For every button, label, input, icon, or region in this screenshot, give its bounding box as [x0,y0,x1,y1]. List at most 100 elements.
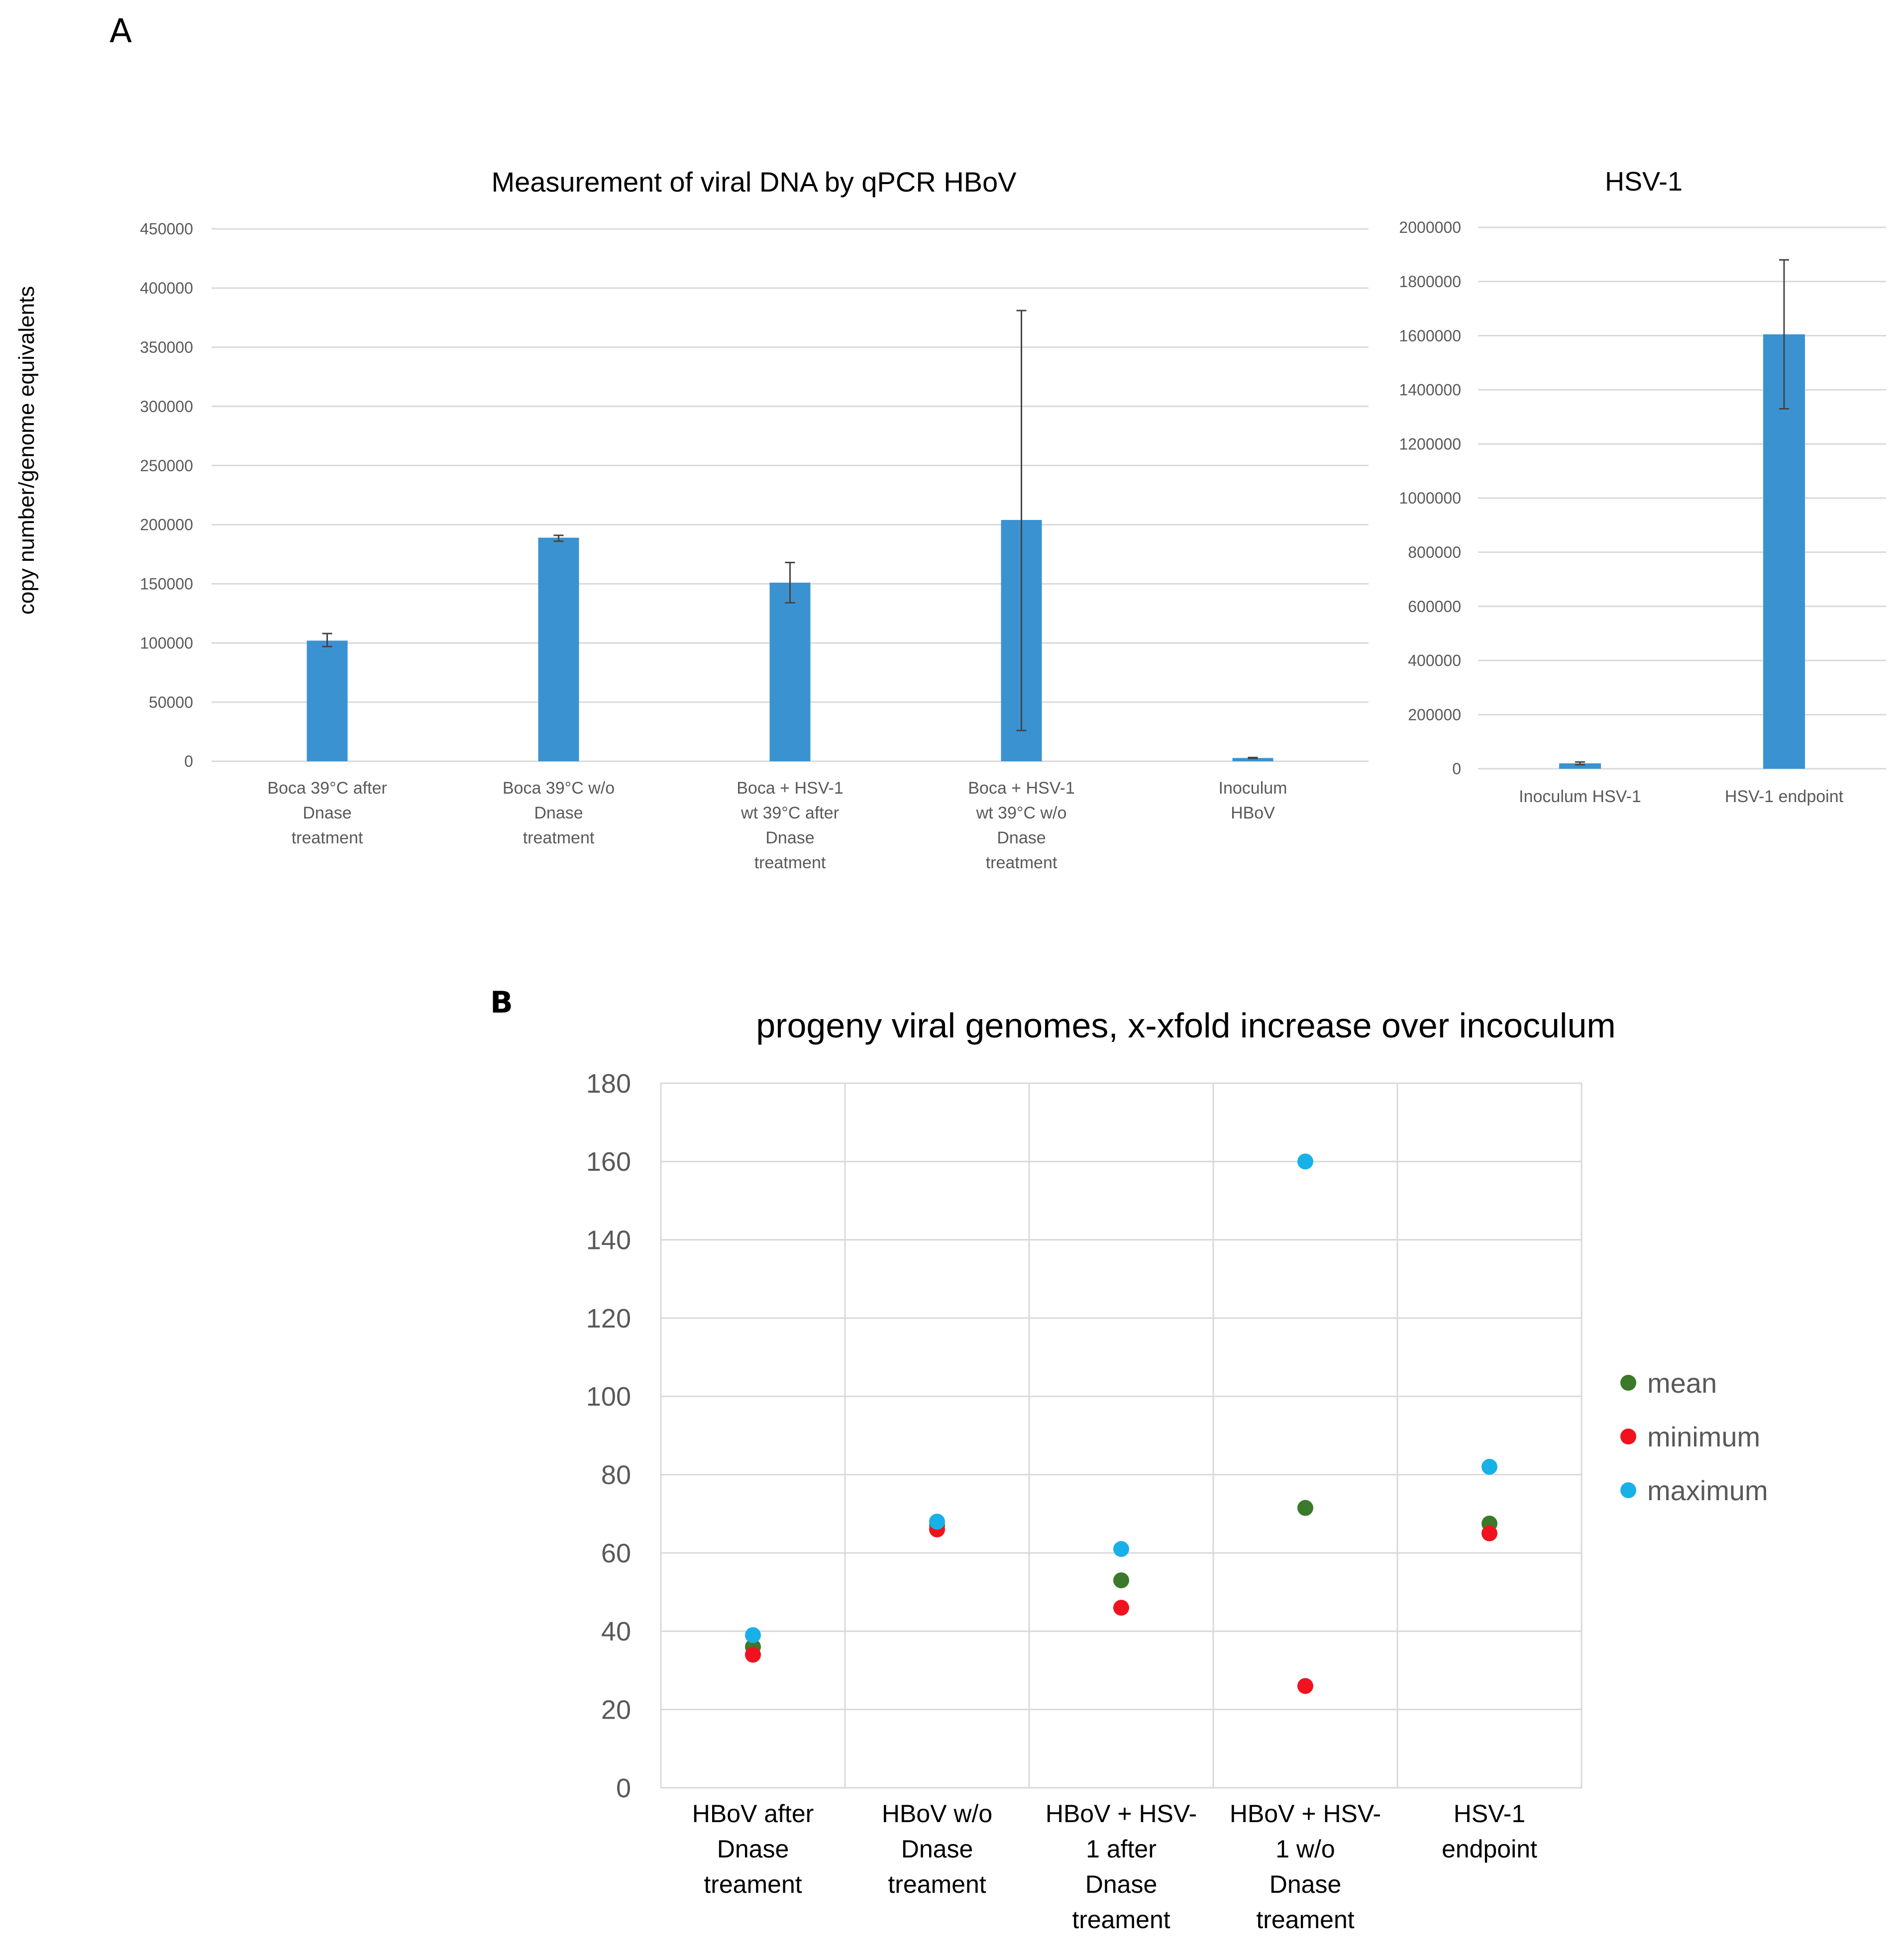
legend-label-minimum: minimum [1647,1421,1760,1452]
hbov-category-label: Boca + HSV-1 wt 39°C w/o Dnase treatment [968,779,1075,872]
fold-category-label: HBoV + HSV- 1 after Dnase treament [1046,1800,1197,1934]
hsv-bar-chart: HSV-1 0 200000 400000 600000 800000 1000000 12… [1399,167,1886,806]
fold-y-tick-label: 180 [586,1069,631,1099]
fold-point-maximum [1113,1541,1129,1557]
fold-point-minimum [1481,1525,1497,1541]
hbov-bar [307,640,348,761]
hsv-y-tick-label: 400000 [1408,652,1461,670]
hsv-y-tick-label: 800000 [1408,543,1461,561]
hbov-y-tick-label: 200000 [140,516,193,534]
fold-y-tick-label: 0 [616,1773,631,1803]
hsv-category-label-line: HSV-1 endpoint [1725,787,1844,806]
fold-category-label: HSV-1 endpoint [1442,1800,1537,1863]
hsv-category-label: Inoculum HSV-1 [1519,787,1641,806]
hbov-category-label-line: Boca + HSV-1 [968,779,1075,798]
hsv-y-tick-label: 2000000 [1399,218,1461,236]
legend-marker-maximum [1620,1482,1636,1498]
hbov-category-label-line: treatment [986,853,1058,872]
fold-y-tick-label: 120 [586,1304,631,1334]
fold-category-label-line: treament [1256,1906,1354,1934]
hbov-category-label: Inoculum HBoV [1219,779,1287,822]
fold-category-label-line: Dnase [1269,1870,1342,1898]
hbov-category-label-line: Boca + HSV-1 [737,779,844,798]
hbov-category-label: Boca + HSV-1 wt 39°C after Dnase treatment [737,779,844,872]
fold-category-label-line: Dnase [1085,1870,1158,1898]
legend-marker-minimum [1620,1429,1636,1444]
fold-point-minimum [1113,1600,1129,1616]
hbov-y-tick-label: 250000 [140,457,193,475]
fold-scatter-chart: progeny viral genomes, x-xfold increase … [586,1006,1768,1934]
fold-point-maximum [745,1627,761,1643]
fold-y-tick-label: 160 [586,1147,631,1177]
fold-category-label: HBoV w/o Dnase treament [882,1800,992,1898]
fold-category-label-line: HSV-1 [1454,1800,1526,1828]
hbov-category-label-line: treatment [292,828,363,847]
fold-category-label-line: HBoV + HSV- [1230,1800,1381,1828]
hbov-category-label-line: treatment [754,853,826,872]
hsv-y-tick-label: 200000 [1408,706,1461,723]
hbov-category-label-line: HBoV [1231,804,1275,822]
panel-b-label: B [490,985,513,1020]
hsv-y-tick-label: 1600000 [1399,327,1461,345]
hbov-y-tick-label: 450000 [140,220,193,238]
hbov-category-label-line: Dnase [997,828,1046,847]
fold-category-label-line: Dnase [901,1835,973,1863]
hsv-y-tick-label: 1800000 [1399,273,1461,291]
fold-legend: mean minimum maximum [1620,1367,1768,1506]
hbov-y-tick-label: 400000 [140,279,193,297]
hbov-y-tick-label: 100000 [140,634,193,652]
hsv-chart-title: HSV-1 [1605,167,1683,197]
hbov-category-label: Boca 39°C after Dnase treatment [267,779,387,847]
hsv-category-label: HSV-1 endpoint [1725,787,1844,806]
fold-category-label-line: 1 w/o [1275,1835,1335,1863]
hbov-bar [769,582,811,761]
hbov-chart-title: Measurement of viral DNA by qPCR HBoV [491,166,1017,198]
fold-y-tick-label: 140 [586,1226,631,1255]
fold-point-minimum [745,1646,761,1663]
hsv-category-label-line: Inoculum HSV-1 [1519,787,1641,806]
fold-category-label-line: 1 after [1086,1835,1157,1863]
fold-point-minimum [1297,1678,1313,1694]
hbov-y-tick-label: 150000 [140,575,193,593]
hbov-category-label: Boca 39°C w/o Dnase treatment [503,779,615,847]
panel-a-label: A [109,12,132,50]
fold-category-label-line: Dnase [717,1835,789,1863]
fold-category-label-line: HBoV after [692,1800,814,1828]
fold-category-label-line: HBoV w/o [882,1800,992,1828]
fold-y-tick-label: 40 [601,1617,631,1646]
fold-chart-title: progeny viral genomes, x-xfold increase … [756,1006,1615,1045]
hbov-y-tick-label: 300000 [140,398,193,415]
fold-category-label-line: treament [704,1870,802,1898]
hbov-category-label-line: Dnase [534,804,583,822]
hbov-y-tick-label: 350000 [140,338,193,356]
fold-category-label: HBoV + HSV- 1 w/o Dnase treament [1230,1800,1381,1934]
hbov-y-axis-label: copy number/genome equivalents [14,286,39,615]
fold-y-tick-label: 80 [601,1460,631,1490]
hbov-bar [538,537,579,761]
hsv-y-tick-label: 600000 [1408,598,1461,615]
fold-y-tick-label: 20 [601,1695,631,1725]
legend-label-mean: mean [1647,1367,1717,1399]
fold-category-label-line: treament [1072,1906,1170,1934]
fold-point-maximum [1297,1153,1313,1170]
fold-y-tick-label: 100 [586,1382,631,1412]
hbov-category-label-line: wt 39°C w/o [976,804,1067,822]
fold-category-label-line: HBoV + HSV- [1046,1800,1197,1828]
fold-point-maximum [1481,1458,1497,1475]
hsv-bar [1559,763,1601,769]
hsv-y-tick-label: 1400000 [1399,381,1461,399]
fold-category-label-line: treament [888,1870,986,1898]
hbov-category-label-line: Inoculum [1219,779,1287,798]
fold-category-label-line: endpoint [1442,1835,1537,1863]
hbov-category-label-line: Boca 39°C after [267,779,387,798]
hsv-y-tick-label: 0 [1452,760,1461,778]
hbov-y-tick-label: 0 [184,752,193,770]
hbov-bar-chart: Measurement of viral DNA by qPCR HBoV co… [14,166,1369,872]
hbov-category-label-line: Dnase [765,828,814,847]
hbov-category-label-line: Dnase [303,804,351,822]
legend-label-maximum: maximum [1647,1475,1768,1506]
fold-y-tick-label: 60 [601,1539,631,1568]
hbov-y-tick-label: 50000 [149,693,193,711]
